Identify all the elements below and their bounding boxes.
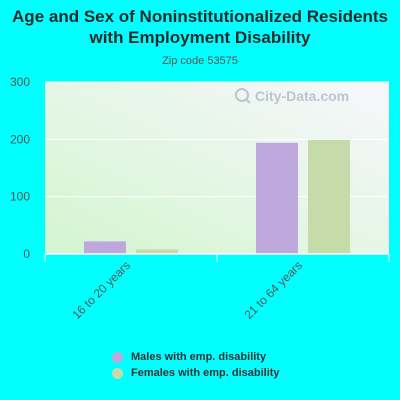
x-tick-label: 21 to 64 years bbox=[241, 258, 305, 322]
legend-swatch-females bbox=[112, 367, 123, 379]
y-tick-label: 300 bbox=[10, 75, 30, 89]
legend-item-females: Females with emp. disability bbox=[112, 365, 280, 381]
chart-subtitle: Zip code 53575 bbox=[162, 55, 238, 67]
watermark-magnifier-handle bbox=[245, 98, 251, 104]
bars bbox=[84, 139, 350, 254]
legend-label-males: Males with emp. disability bbox=[131, 351, 267, 363]
bar-females-0 bbox=[136, 249, 178, 254]
legend-swatch-males bbox=[112, 351, 123, 363]
chart-title: Age and Sex of Noninstitutionalized Resi… bbox=[12, 7, 388, 47]
watermark: City-Data.com bbox=[235, 88, 349, 104]
legend-label-females: Females with emp. disability bbox=[131, 367, 280, 379]
bar-males-0 bbox=[84, 241, 126, 254]
x-axis: 16 to 20 years 21 to 64 years bbox=[44, 253, 390, 322]
bar-males-1 bbox=[256, 142, 298, 254]
bar-females-1 bbox=[308, 139, 350, 254]
x-tick-label: 16 to 20 years bbox=[69, 258, 133, 322]
y-tick-label: 100 bbox=[10, 190, 30, 204]
watermark-magnifier-icon bbox=[235, 88, 249, 102]
y-axis: 0 100 200 300 bbox=[10, 75, 30, 261]
legend-item-males: Males with emp. disability bbox=[112, 349, 280, 365]
watermark-text: City-Data.com bbox=[255, 88, 349, 104]
y-tick-label: 0 bbox=[23, 247, 30, 261]
y-tick-label: 200 bbox=[10, 132, 30, 146]
legend: Males with emp. disability Females with … bbox=[112, 349, 280, 381]
